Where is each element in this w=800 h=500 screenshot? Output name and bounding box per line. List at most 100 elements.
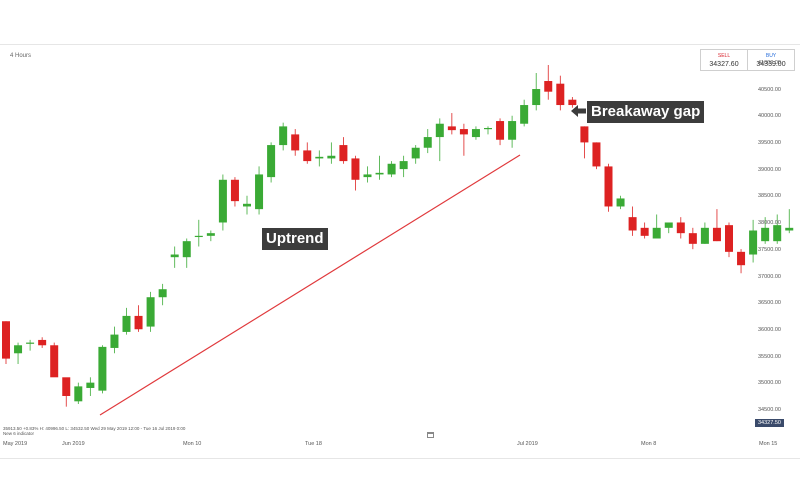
candle[interactable] xyxy=(508,115,517,148)
candle[interactable] xyxy=(676,217,685,239)
candle-body xyxy=(279,126,288,146)
candle[interactable] xyxy=(725,222,733,258)
candle-body xyxy=(447,126,456,131)
candle[interactable] xyxy=(339,137,348,164)
buy-button[interactable]: BUY 34339.00 xyxy=(747,49,795,71)
candle[interactable] xyxy=(170,246,179,268)
candle[interactable] xyxy=(279,122,288,151)
candle-body xyxy=(568,99,577,106)
candle[interactable] xyxy=(737,249,746,274)
candle[interactable] xyxy=(363,166,372,183)
candle-body xyxy=(459,129,468,135)
candle-body xyxy=(737,251,746,266)
candle[interactable] xyxy=(471,126,480,140)
candle-body xyxy=(230,179,239,202)
candle[interactable] xyxy=(291,129,300,156)
candle[interactable] xyxy=(255,166,264,215)
candle[interactable] xyxy=(459,123,468,156)
candle[interactable] xyxy=(351,155,360,191)
candle[interactable] xyxy=(206,230,215,242)
date-tick-label: Mon 10 xyxy=(183,441,202,447)
candle[interactable] xyxy=(182,238,191,268)
candle[interactable] xyxy=(568,97,577,108)
candle-body xyxy=(688,233,697,244)
date-tick-label: Tue 18 xyxy=(305,441,322,447)
candle[interactable] xyxy=(785,209,794,234)
candle[interactable] xyxy=(399,155,408,178)
candle-body xyxy=(761,227,770,242)
candle[interactable] xyxy=(158,283,167,306)
candle[interactable] xyxy=(652,214,661,239)
price-tick-label: 34500.00 xyxy=(758,407,781,413)
candle-body xyxy=(664,222,673,228)
candle[interactable] xyxy=(110,326,119,354)
sell-button[interactable]: SELL 34327.60 xyxy=(700,49,748,71)
candle[interactable] xyxy=(712,209,721,242)
candle[interactable] xyxy=(556,75,565,111)
candle[interactable] xyxy=(628,206,637,236)
candle[interactable] xyxy=(74,382,83,404)
candle[interactable] xyxy=(122,307,131,335)
candle-body xyxy=(158,289,167,298)
candle[interactable] xyxy=(375,155,384,180)
candle-body xyxy=(520,105,529,124)
interval-label[interactable]: 4 Hours xyxy=(10,53,32,59)
candle[interactable] xyxy=(50,342,59,378)
candle[interactable] xyxy=(387,161,396,178)
candle[interactable] xyxy=(230,177,239,207)
candle-body xyxy=(604,166,613,207)
candle-body xyxy=(206,233,215,236)
candle[interactable] xyxy=(86,377,95,396)
candle-body xyxy=(2,321,10,359)
candle[interactable] xyxy=(496,118,505,146)
candle[interactable] xyxy=(544,65,553,100)
candle[interactable] xyxy=(303,142,312,164)
candle[interactable] xyxy=(520,99,529,127)
candle[interactable] xyxy=(592,142,601,170)
candle[interactable] xyxy=(267,142,276,183)
candle[interactable] xyxy=(580,126,589,159)
candle-body xyxy=(435,123,444,138)
candle-body xyxy=(351,158,360,180)
calendar-icon[interactable] xyxy=(427,432,434,438)
candle[interactable] xyxy=(98,345,107,394)
candle-body xyxy=(14,345,23,354)
candle[interactable] xyxy=(315,150,324,167)
candlestick-plot[interactable] xyxy=(0,45,800,458)
candle-body xyxy=(676,222,685,234)
candle-body xyxy=(122,315,131,332)
candle-body xyxy=(484,127,492,130)
price-tick-label: 38000.00 xyxy=(758,220,781,227)
candle[interactable] xyxy=(26,339,35,351)
candle[interactable] xyxy=(761,217,770,244)
candle[interactable] xyxy=(327,142,336,164)
candle[interactable] xyxy=(194,219,203,247)
arrow-left-icon xyxy=(571,105,586,117)
candle[interactable] xyxy=(62,377,71,407)
candle[interactable] xyxy=(640,222,649,239)
candle[interactable] xyxy=(411,145,420,164)
candle[interactable] xyxy=(146,291,155,332)
candle[interactable] xyxy=(749,219,758,263)
candle[interactable] xyxy=(484,126,492,135)
candle[interactable] xyxy=(218,174,227,231)
candle[interactable] xyxy=(435,118,444,162)
candle[interactable] xyxy=(664,222,673,234)
candle[interactable] xyxy=(14,342,23,364)
candle[interactable] xyxy=(700,222,709,244)
sell-label: SELL xyxy=(717,53,731,59)
candle[interactable] xyxy=(243,195,251,215)
candle[interactable] xyxy=(38,337,47,348)
candle[interactable] xyxy=(688,227,697,250)
candle-body xyxy=(700,227,709,244)
candle[interactable] xyxy=(134,305,143,332)
candle[interactable] xyxy=(447,113,456,135)
candle[interactable] xyxy=(423,129,432,154)
candle[interactable] xyxy=(2,321,10,364)
candle[interactable] xyxy=(773,214,782,244)
ohlc-line-1: 35913.50 +0.83% H: 40996.50 L: 34532.50 … xyxy=(3,426,186,431)
candle[interactable] xyxy=(532,73,541,111)
candle[interactable] xyxy=(604,163,613,212)
candle-body xyxy=(592,142,601,167)
candle[interactable] xyxy=(616,195,625,210)
